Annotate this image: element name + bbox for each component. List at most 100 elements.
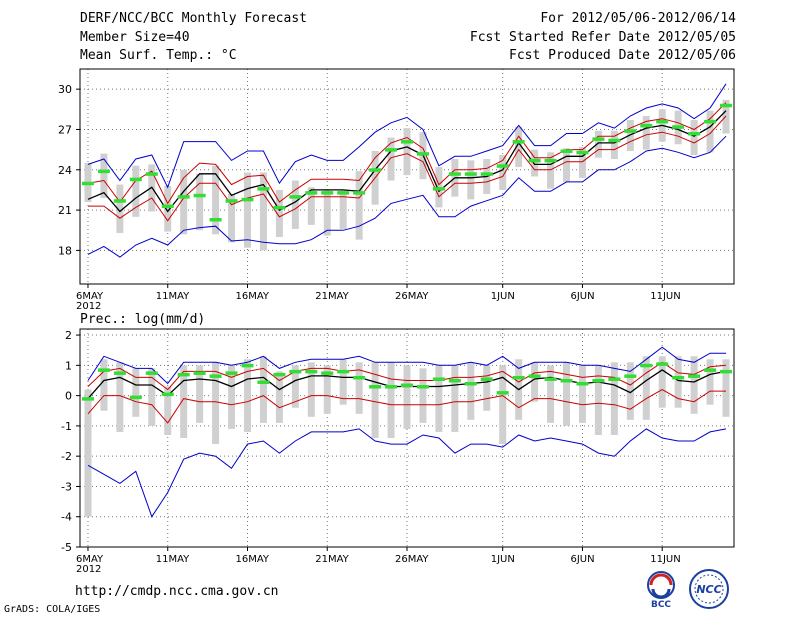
prec-median-mark <box>432 377 445 381</box>
produced-date: Fcst Produced Date 2012/05/06 <box>509 48 736 63</box>
prec-member-bar <box>594 365 602 435</box>
temp-median-mark <box>225 199 238 203</box>
temp-median-mark <box>496 164 509 168</box>
prec-median-mark <box>512 375 525 380</box>
temp-median-mark <box>209 218 222 222</box>
temp-ytick-label: 30 <box>58 83 72 96</box>
temp-member-bar <box>307 187 315 225</box>
temp-xtick-label: 6JUN <box>570 291 594 302</box>
temp-ytick-label: 24 <box>58 164 72 177</box>
prec-member-bar <box>275 371 283 423</box>
prec-median-mark <box>97 368 110 372</box>
temp-median-mark <box>656 119 669 124</box>
prec-ytick-label: -2 <box>61 450 72 463</box>
temp-member-bar <box>212 165 220 235</box>
prec-median-mark <box>337 369 350 374</box>
prec-median-mark <box>544 377 557 381</box>
prec-member-bar <box>84 389 92 517</box>
prec-median-mark <box>416 385 429 389</box>
temp-median-mark <box>305 191 318 195</box>
prec-xtick-year: 2012 <box>76 564 101 575</box>
prec-ytick-label: -3 <box>61 480 72 493</box>
prec-member-bar <box>307 362 315 417</box>
prec-member-bar <box>196 365 204 423</box>
prec-median-mark <box>321 371 334 375</box>
prec-member-bar <box>419 368 427 423</box>
temp-median-mark <box>161 204 174 209</box>
prec-median-mark <box>480 377 493 381</box>
temp-median-mark <box>416 152 429 156</box>
prec-median-mark <box>656 362 669 366</box>
prec-member-bar <box>706 359 714 405</box>
temp-member-bar <box>164 185 172 232</box>
prec-median-mark <box>193 371 206 375</box>
prec-ytick-label: -1 <box>61 420 72 433</box>
prec-member-bar <box>483 365 491 411</box>
temp-median-mark <box>480 172 493 176</box>
prec-member-bar <box>355 362 363 414</box>
prec-ytick-label: 1 <box>65 359 72 372</box>
temp-outer-upper-line <box>87 83 727 189</box>
prec-ytick-label: 0 <box>65 390 72 403</box>
prec-median-mark <box>161 392 174 397</box>
prec-median-mark <box>289 369 302 374</box>
temp-member-bar <box>228 193 236 243</box>
grads-credit: GrADS: COLA/IGES <box>4 604 101 615</box>
temp-xtick-label: 21MAY <box>315 291 349 302</box>
temp-member-bar <box>259 172 267 251</box>
prec-member-bar <box>243 359 251 432</box>
prec-member-bar <box>435 365 443 432</box>
temp-outer-lower-line <box>87 135 727 258</box>
prec-median-mark <box>608 377 621 381</box>
temp-median-mark <box>432 187 445 191</box>
temp-member-bar <box>690 120 698 155</box>
prec-member-bar <box>132 368 140 417</box>
prec-median-mark <box>448 378 461 383</box>
prec-xtick-label: 16MAY <box>235 554 269 565</box>
prec-member-bar <box>116 362 124 432</box>
prec-median-mark <box>720 369 733 374</box>
temp-xtick-label: 16MAY <box>235 291 269 302</box>
prec-member-bar <box>722 359 730 417</box>
temp-member-bar <box>339 189 347 229</box>
prec-xtick-label: 6JUN <box>570 554 594 565</box>
temp-member-bar <box>642 116 650 150</box>
prec-member-bar <box>690 356 698 414</box>
prec-median-mark <box>225 371 238 375</box>
temp-median-mark <box>608 138 621 143</box>
source-url[interactable]: http://cmdp.ncc.cma.gov.cn <box>75 584 279 599</box>
temp-member-bar <box>594 130 602 158</box>
prec-median-mark <box>369 385 382 389</box>
temp-median-mark <box>353 191 366 195</box>
temp-member-bar <box>132 165 140 217</box>
temp-member-bar <box>291 180 299 229</box>
temp-median-mark <box>401 140 413 144</box>
prec-member-bar <box>323 365 331 414</box>
prec-median-mark <box>353 375 366 380</box>
prec-ytick-label: -4 <box>61 511 72 524</box>
temp-member-bar <box>499 155 507 190</box>
temp-member-bar <box>515 126 523 168</box>
temp-median-mark <box>241 197 254 202</box>
temp-member-bar <box>243 172 251 248</box>
temp-member-bar <box>467 160 475 200</box>
temp-xtick-label: 1JUN <box>491 291 515 302</box>
temp-member-bar <box>355 171 363 240</box>
temp-median-mark <box>720 103 733 108</box>
prec-median-mark <box>672 375 685 380</box>
prec-median-mark <box>145 371 158 375</box>
temp-median-mark <box>448 172 461 176</box>
prec-median-mark <box>241 363 254 368</box>
temp-median-mark <box>385 148 398 152</box>
prec-median-mark <box>624 374 637 378</box>
prec-median-mark <box>129 395 142 400</box>
prec-member-bar <box>451 365 459 432</box>
ncc-logo-text: NCC <box>696 583 721 596</box>
prec-ytick-label: -5 <box>61 541 72 554</box>
prec-member-bar <box>148 368 156 426</box>
temp-median-mark <box>337 191 350 195</box>
start-date: Fcst Started Refer Date 2012/05/05 <box>469 30 736 45</box>
prec-member-bar <box>339 359 347 405</box>
prec-member-bar <box>403 365 411 429</box>
